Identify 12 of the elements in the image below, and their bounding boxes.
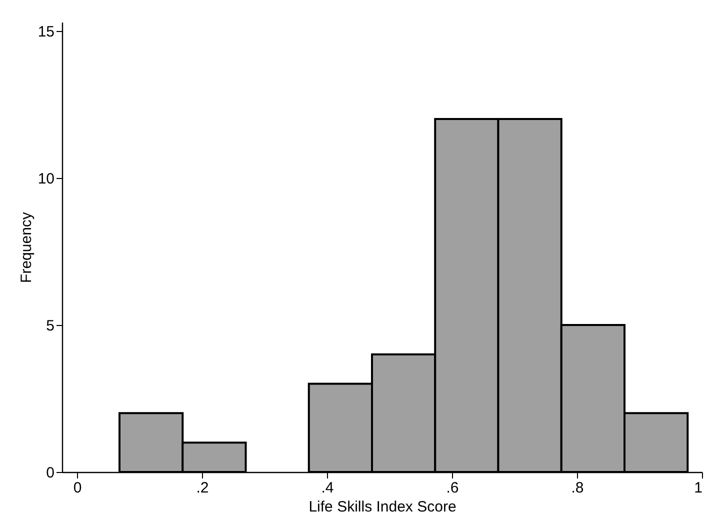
y-tick-label: 10 — [38, 170, 54, 188]
x-tick-label: .4 — [321, 480, 334, 496]
x-tick-label: .8 — [571, 480, 584, 496]
y-tick-label: 0 — [46, 464, 54, 482]
x-tick-label: .6 — [446, 480, 459, 496]
y-axis-title: Frequency — [18, 212, 35, 283]
x-tick-label: .2 — [196, 480, 209, 496]
x-tick-label: 0 — [73, 480, 82, 496]
x-axis-title: Life Skills Index Score — [308, 498, 456, 516]
x-tick-label: 1 — [694, 480, 702, 496]
y-tick-label: 5 — [46, 317, 54, 334]
y-tick-label: 15 — [38, 23, 54, 40]
